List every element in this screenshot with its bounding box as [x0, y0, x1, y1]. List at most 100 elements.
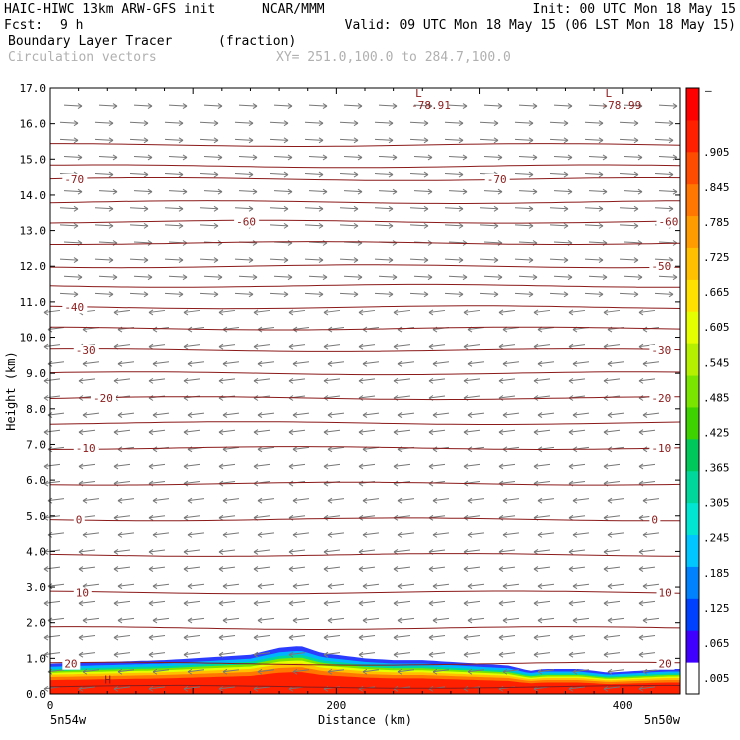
- wind-vector: [358, 309, 376, 316]
- wind-vector: [113, 395, 131, 401]
- wind-vector: [603, 600, 621, 607]
- wind-vector: [584, 222, 604, 229]
- wind-vector: [82, 412, 100, 419]
- wind-vector: [432, 412, 450, 419]
- wind-vector: [63, 274, 83, 281]
- wind-vector: [358, 395, 376, 401]
- wind-vector: [393, 634, 411, 641]
- wind-vector: [187, 497, 205, 504]
- wind-vector: [393, 463, 411, 470]
- wind-vector: [113, 549, 131, 555]
- temperature-contour: [49, 326, 681, 331]
- right-endpoint-label: 5n50w: [644, 713, 681, 727]
- wind-vector: [238, 274, 258, 281]
- wind-vector: [152, 360, 170, 367]
- wind-vector: [187, 531, 205, 538]
- wind-vector: [168, 103, 188, 110]
- wind-vector: [619, 171, 639, 178]
- wind-vector: [98, 188, 118, 195]
- wind-vector: [292, 583, 310, 590]
- colorbar-label: .485: [703, 391, 730, 404]
- wind-vector: [498, 343, 516, 350]
- wind-vector: [183, 566, 201, 573]
- colorbar-label: .845: [703, 181, 730, 194]
- wind-vector: [94, 120, 114, 127]
- wind-vector: [467, 668, 485, 675]
- wind-vector: [187, 412, 205, 419]
- wind-vector: [428, 463, 446, 470]
- wind-vector: [59, 120, 79, 127]
- wind-vector: [269, 120, 289, 127]
- wind-vector: [432, 668, 450, 675]
- wind-vector: [358, 600, 376, 607]
- wind-vector: [78, 634, 96, 641]
- y-tick-label: 3.0: [26, 581, 46, 594]
- wind-vector: [148, 600, 166, 607]
- wind-vector: [222, 412, 240, 419]
- wind-vector: [327, 617, 345, 624]
- wind-vector: [362, 617, 380, 624]
- wind-vector: [292, 446, 310, 453]
- wind-vector: [304, 222, 324, 229]
- wind-vector: [148, 395, 166, 401]
- wind-vector: [288, 634, 306, 641]
- wind-vector: [603, 309, 621, 316]
- wind-vector: [117, 617, 135, 624]
- y-tick-label: 7.0: [26, 438, 46, 451]
- wind-vector: [253, 600, 271, 607]
- wind-vector: [568, 463, 586, 470]
- wind-vector: [549, 171, 569, 178]
- wind-vector: [514, 171, 534, 178]
- wind-vector: [409, 171, 429, 178]
- wind-vector: [374, 171, 394, 178]
- wind-vector: [603, 634, 621, 641]
- temperature-contour: [49, 348, 681, 352]
- contour-label: -60: [659, 216, 679, 229]
- wind-vector: [292, 617, 310, 624]
- wind-vector: [572, 531, 590, 538]
- wind-vector: [288, 651, 306, 658]
- wind-vector: [463, 429, 481, 436]
- wind-vector: [568, 634, 586, 641]
- wind-vector: [59, 137, 79, 144]
- wind-vector: [273, 103, 293, 110]
- wind-vector: [448, 103, 468, 110]
- wind-vector: [183, 634, 201, 641]
- wind-vector: [463, 514, 481, 521]
- wind-vector: [203, 154, 223, 161]
- wind-vector: [607, 668, 625, 675]
- wind-vector: [572, 668, 590, 675]
- wind-vector: [432, 531, 450, 538]
- wind-vector: [483, 274, 503, 281]
- wind-vector: [218, 566, 236, 573]
- wind-vector: [148, 685, 166, 692]
- colorbar-label: .605: [703, 321, 730, 334]
- wind-vector: [638, 377, 656, 384]
- wind-vector: [638, 566, 656, 573]
- wind-vector: [378, 154, 398, 161]
- y-tick-label: 15.0: [20, 153, 47, 166]
- contour-label: 20: [64, 658, 77, 671]
- wind-vector: [43, 549, 61, 555]
- colorbar-swatch: [686, 343, 699, 376]
- temperature-contour: [49, 421, 681, 425]
- colorbar-label: .905: [703, 146, 730, 159]
- wind-vector: [129, 137, 149, 144]
- wind-vector: [619, 205, 639, 212]
- colorbar-swatch: [686, 151, 699, 185]
- wind-vector: [658, 103, 678, 110]
- wind-vector: [603, 685, 621, 692]
- wind-vector: [409, 137, 429, 144]
- wind-vector: [502, 412, 520, 419]
- wind-vector: [98, 103, 118, 110]
- wind-vector: [432, 617, 450, 624]
- wind-vector: [98, 154, 118, 161]
- temperature-contour: [49, 661, 681, 666]
- wind-vector: [518, 274, 538, 281]
- y-tick-label: 5.0: [26, 510, 46, 523]
- colorbar-top-label: –: [705, 84, 712, 97]
- wind-vector: [654, 171, 674, 178]
- wind-vector: [253, 549, 271, 555]
- wind-vector: [218, 634, 236, 641]
- wind-vector: [374, 120, 394, 127]
